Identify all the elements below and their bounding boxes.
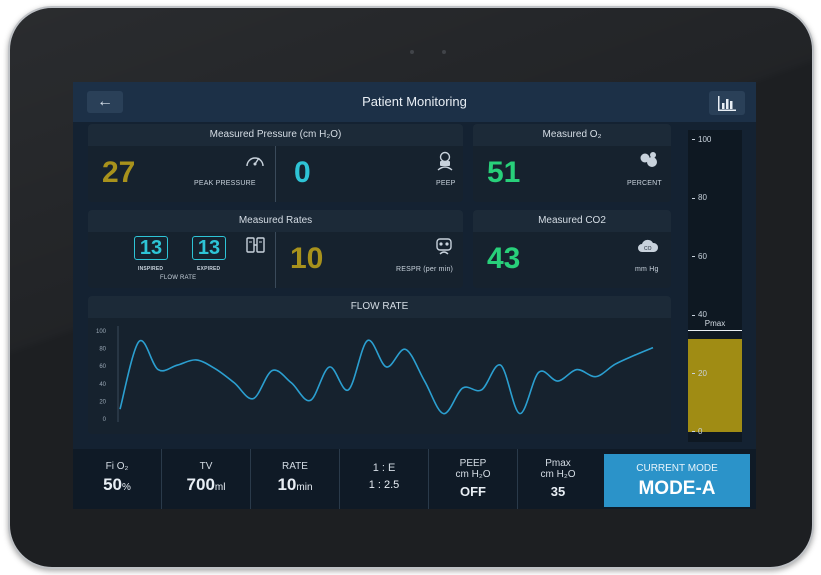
pmax-setting-value: 35 bbox=[550, 484, 566, 499]
tv-setting[interactable]: TV 700ml bbox=[162, 449, 250, 509]
y-tick-label: 0 bbox=[103, 417, 107, 423]
pressure-gauge: Pmax 100 80 60 40 20 0 bbox=[688, 130, 742, 442]
flow-rate-chart: 100 80 60 40 20 0 bbox=[96, 326, 654, 423]
sensor-dot bbox=[442, 50, 446, 54]
co2-label: mm Hg bbox=[635, 266, 659, 273]
fio2-setting[interactable]: Fi O₂ 50% bbox=[73, 449, 161, 509]
flow-rate-cell: 13 INSPIRED 13 EXPIRED FLOW RATE bbox=[88, 232, 274, 288]
pmax-marker-label: Pmax bbox=[704, 318, 726, 328]
arrow-left-icon: ← bbox=[97, 93, 113, 110]
y-tick-label: 20 bbox=[99, 399, 106, 405]
expired-label: EXPIRED bbox=[197, 266, 221, 272]
page-title: Patient Monitoring bbox=[362, 94, 467, 109]
rate-label: RATE bbox=[282, 461, 308, 472]
lungs-icon bbox=[640, 152, 657, 167]
co2-title: Measured CO2 bbox=[538, 215, 606, 226]
monitor-screen: ← Patient Monitoring Measured Pressure (… bbox=[73, 82, 756, 509]
rates-panel: Measured Rates 13 INSPIRED 13 EXPIRED FL… bbox=[88, 210, 463, 288]
fio2-value: 50 bbox=[103, 475, 122, 494]
patient-icon bbox=[437, 151, 453, 171]
pressure-panel: Measured Pressure (cm H₂O) 27 PEAK PRESS… bbox=[88, 124, 463, 202]
bar-chart-icon bbox=[718, 96, 736, 111]
oxygen-panel: Measured O₂ 51 PERCENT bbox=[473, 124, 671, 202]
rates-title: Measured Rates bbox=[238, 215, 313, 226]
gauge-icon bbox=[246, 157, 264, 167]
current-mode-button[interactable]: CURRENT MODE MODE-A bbox=[604, 454, 750, 507]
respr-label: RESPR (per min) bbox=[396, 266, 454, 273]
pmax-setting-unit: cm H₂O bbox=[540, 469, 576, 480]
current-mode-label: CURRENT MODE bbox=[636, 463, 718, 474]
flow-rate-line bbox=[119, 339, 654, 415]
ie-value: 1 : 2.5 bbox=[368, 479, 400, 491]
co2-value: 43 bbox=[487, 242, 521, 275]
oxygen-label: PERCENT bbox=[627, 180, 662, 187]
pmax-setting-label: Pmax bbox=[545, 458, 571, 469]
respirator-icon bbox=[436, 238, 452, 255]
respr-cell: 10 RESPR (per min) bbox=[276, 232, 463, 288]
peep-setting-label: PEEP bbox=[459, 458, 487, 469]
top-bar: ← Patient Monitoring bbox=[73, 82, 756, 122]
y-tick-label: 60 bbox=[99, 364, 106, 370]
co2-panel: Measured CO2 43 CO mm Hg bbox=[473, 210, 671, 288]
flow-chart-panel: FLOW RATE 100 80 60 40 20 0 bbox=[88, 296, 671, 434]
peep-setting[interactable]: PEEP cm H₂O OFF bbox=[429, 449, 517, 509]
pmax-setting[interactable]: Pmax cm H₂O 35 bbox=[518, 449, 598, 509]
ie-setting[interactable]: 1 : E 1 : 2.5 bbox=[340, 449, 428, 509]
rate-unit: min bbox=[296, 482, 313, 493]
pmax-marker bbox=[688, 329, 742, 331]
gauge-tick-label: 60 bbox=[692, 252, 707, 261]
inspired-value: 13 bbox=[134, 236, 168, 260]
peak-pressure-label: PEAK PRESSURE bbox=[194, 180, 256, 187]
cloud-icon: CO bbox=[638, 239, 659, 252]
chart-button[interactable] bbox=[709, 91, 745, 115]
ie-label: 1 : E bbox=[372, 462, 396, 474]
tv-value: 700 bbox=[186, 475, 215, 494]
gauge-tick-label: 0 bbox=[692, 427, 702, 436]
back-button[interactable]: ← bbox=[87, 91, 123, 113]
peep-cell: 0 PEEP bbox=[276, 146, 463, 202]
expired-value: 13 bbox=[192, 236, 226, 260]
fio2-unit: % bbox=[122, 482, 131, 493]
gauge-tick-label: 20 bbox=[692, 369, 707, 378]
y-tick-label: 40 bbox=[99, 382, 106, 388]
rate-setting[interactable]: RATE 10min bbox=[251, 449, 339, 509]
peep-label: PEEP bbox=[436, 180, 456, 187]
peep-setting-value: OFF bbox=[460, 484, 486, 499]
tv-label: TV bbox=[199, 461, 213, 472]
gauge-fill-bar bbox=[688, 338, 742, 432]
peep-setting-unit: cm H₂O bbox=[455, 469, 491, 480]
peep-value: 0 bbox=[294, 156, 311, 189]
respr-value: 10 bbox=[290, 242, 324, 275]
peak-pressure-cell: 27 PEAK PRESSURE bbox=[88, 146, 274, 202]
ventilator-icon bbox=[246, 237, 265, 253]
y-tick-label: 80 bbox=[99, 347, 106, 353]
fio2-label: Fi O₂ bbox=[105, 461, 129, 472]
flow-chart-title: FLOW RATE bbox=[350, 301, 409, 312]
gauge-tick-label: 80 bbox=[692, 193, 707, 202]
oxygen-value: 51 bbox=[487, 156, 521, 189]
flow-rate-label: FLOW RATE bbox=[160, 275, 197, 281]
gauge-tick-label: 40 bbox=[692, 310, 707, 319]
camera-dot bbox=[410, 50, 414, 54]
current-mode-value: MODE-A bbox=[638, 478, 716, 499]
svg-text:CO: CO bbox=[644, 246, 652, 252]
gauge-tick-label: 100 bbox=[692, 135, 711, 144]
pressure-title: Measured Pressure (cm H₂O) bbox=[209, 129, 342, 140]
peak-pressure-value: 27 bbox=[102, 156, 136, 189]
tv-unit: ml bbox=[214, 482, 226, 493]
y-tick-label: 100 bbox=[96, 329, 107, 335]
rate-value: 10 bbox=[277, 475, 297, 494]
oxygen-title: Measured O₂ bbox=[542, 129, 602, 140]
inspired-label: INSPIRED bbox=[138, 266, 164, 272]
